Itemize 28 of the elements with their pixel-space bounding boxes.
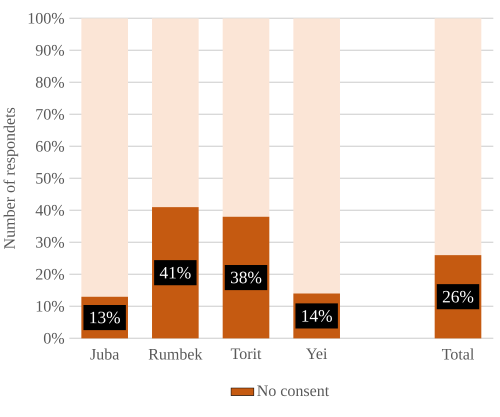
bar — [152, 18, 199, 208]
data-label: 41% — [160, 266, 191, 279]
bar — [81, 18, 128, 297]
bar — [434, 18, 482, 256]
data-label: 38% — [230, 272, 262, 284]
y-tick-label: 70% — [36, 108, 64, 120]
x-tick-label: Torit — [230, 348, 262, 360]
x-tick-label: Juba — [90, 348, 120, 360]
data-label: 13% — [90, 312, 120, 324]
y-tick-label: 0% — [44, 332, 64, 344]
data-label: 26% — [442, 290, 474, 303]
y-tick-label: 10% — [36, 300, 64, 312]
legend-label: No consent — [257, 386, 330, 396]
x-tick-label: Yei — [306, 348, 328, 360]
y-axis-title: Number of respondets — [3, 108, 18, 249]
y-tick-label: 60% — [36, 140, 64, 152]
x-tick-label: Rumbek — [148, 348, 202, 360]
y-tick-label: 100% — [28, 12, 64, 24]
data-label: 14% — [302, 310, 332, 322]
y-tick-label: 30% — [36, 236, 64, 248]
bar — [222, 18, 270, 217]
y-tick-label: 40% — [36, 204, 64, 216]
y-tick-label: 20% — [36, 268, 64, 280]
bar — [293, 18, 340, 294]
x-tick-label: Total — [442, 348, 474, 360]
y-tick-label: 50% — [36, 172, 64, 184]
y-tick-label: 90% — [36, 44, 64, 56]
y-tick-label: 80% — [36, 76, 64, 88]
